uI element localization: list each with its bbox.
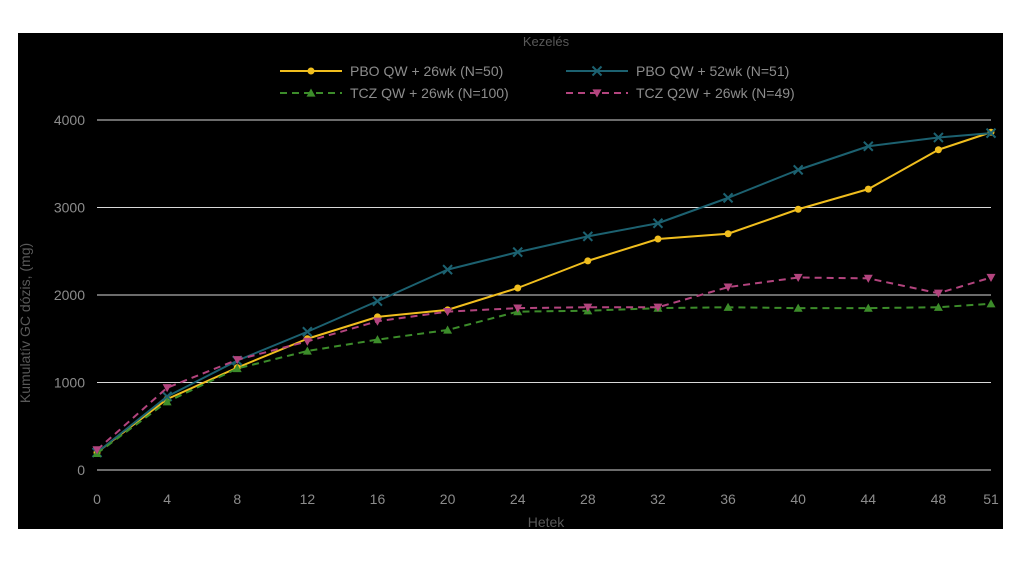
x-tick-label: 28 — [580, 491, 596, 507]
legend-marker — [592, 89, 602, 98]
legend-item: TCZ Q2W + 26wk (N=49) — [566, 85, 795, 101]
legend-label: TCZ QW + 26wk (N=100) — [350, 85, 509, 101]
data-point — [162, 384, 172, 393]
y-tick-label: 4000 — [54, 112, 85, 128]
data-point — [652, 218, 664, 229]
data-point — [443, 325, 453, 334]
legend-item: PBO QW + 26wk (N=50) — [280, 63, 503, 79]
data-point — [302, 326, 313, 337]
data-point — [724, 230, 732, 238]
series-line — [96, 131, 992, 454]
series-line — [96, 276, 992, 451]
x-tick-label: 40 — [790, 491, 806, 507]
data-point — [794, 205, 802, 213]
data-point — [864, 185, 872, 193]
data-point — [653, 303, 663, 312]
data-point — [372, 317, 382, 326]
legend-item: TCZ QW + 26wk (N=100) — [280, 85, 509, 101]
x-axis-title: Hetek — [528, 514, 566, 529]
data-point — [986, 299, 996, 308]
data-point — [933, 289, 943, 298]
y-tick-label: 3000 — [54, 200, 85, 216]
series-4 — [92, 273, 996, 455]
data-point — [722, 192, 734, 204]
series-lines — [91, 127, 997, 458]
x-tick-label: 12 — [300, 491, 316, 507]
data-point — [863, 303, 873, 312]
series-line — [96, 302, 992, 455]
data-point — [792, 164, 804, 176]
x-tick-label: 20 — [440, 491, 456, 507]
data-point — [232, 364, 242, 373]
data-point — [302, 337, 312, 346]
x-tick-label: 48 — [931, 491, 947, 507]
legend: PBO QW + 26wk (N=50) PBO QW + 52wk (N=51)… — [280, 63, 795, 101]
legend-marker — [591, 65, 603, 77]
data-point — [654, 235, 662, 243]
legend-label: PBO QW + 52wk (N=51) — [636, 63, 789, 79]
data-point — [933, 132, 944, 143]
data-point — [162, 397, 172, 406]
x-tick-label: 0 — [93, 491, 101, 507]
legend-title: Kezelés — [523, 34, 570, 49]
data-point — [582, 231, 594, 242]
y-tick-label: 1000 — [54, 375, 85, 391]
x-tick-label: 44 — [861, 491, 877, 507]
data-point — [863, 141, 874, 152]
data-point — [934, 146, 942, 154]
legend-marker — [307, 67, 315, 75]
x-tick-label: 32 — [650, 491, 666, 507]
y-tick-label: 0 — [77, 462, 85, 478]
legend-marker — [306, 88, 316, 97]
data-point — [92, 446, 102, 455]
data-point — [513, 304, 523, 313]
data-point — [986, 273, 996, 282]
data-point — [863, 274, 873, 283]
data-point — [584, 257, 592, 265]
legend-label: PBO QW + 26wk (N=50) — [350, 63, 503, 79]
data-point — [302, 346, 312, 355]
legend-label: TCZ Q2W + 26wk (N=49) — [636, 85, 795, 101]
data-point — [372, 335, 382, 344]
data-point — [372, 295, 383, 307]
series-1 — [93, 128, 995, 456]
x-tick-label: 16 — [370, 491, 386, 507]
data-point — [933, 302, 943, 311]
gridlines — [97, 119, 991, 383]
data-point — [793, 273, 803, 282]
series-line — [96, 132, 992, 454]
x-tick-label: 36 — [720, 491, 736, 507]
data-point — [232, 356, 242, 365]
chart-area: 0 1000 2000 3000 4000 0 4 8 12 16 20 24 28 32 36 40 44 48… — [18, 33, 1003, 529]
data-point — [514, 284, 522, 292]
x-tick-label: 4 — [163, 491, 171, 507]
x-tick-label: 51 — [983, 491, 999, 507]
data-point — [985, 127, 997, 139]
data-point — [442, 264, 453, 275]
data-point — [723, 302, 733, 311]
data-point — [583, 303, 593, 312]
series-3 — [92, 299, 996, 457]
x-tick-label: 8 — [233, 491, 241, 507]
legend-item: PBO QW + 52wk (N=51) — [566, 63, 789, 79]
data-point — [793, 303, 803, 312]
data-point — [443, 308, 453, 317]
y-axis-title: Kumulatív GC dózis, (mg) — [18, 243, 33, 403]
data-point — [723, 283, 733, 292]
series-2 — [91, 127, 997, 458]
x-tick-label: 24 — [510, 491, 526, 507]
y-tick-label: 2000 — [54, 287, 85, 303]
data-point — [512, 246, 523, 258]
